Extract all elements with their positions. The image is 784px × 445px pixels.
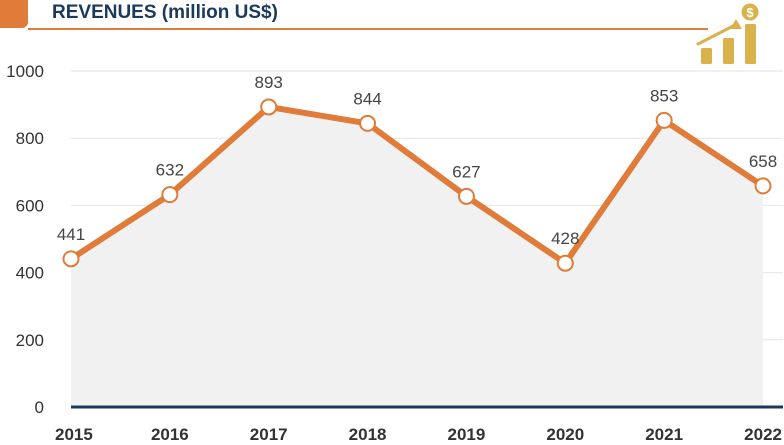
area-fill [71,106,763,408]
data-label: 627 [452,162,480,181]
header-underline [28,28,708,30]
data-label: 893 [255,73,283,92]
data-label: 844 [353,89,381,108]
data-point [457,187,475,205]
svg-text:$: $ [746,5,754,20]
x-tick-label: 2020 [546,425,584,444]
y-tick-label: 0 [35,398,44,417]
x-axis-ticks: 2015 2016 2017 2018 2019 2020 2021 2022 [55,425,782,444]
series-line-revenues [69,103,765,267]
revenue-growth-icon: $ [696,3,759,64]
data-label: 632 [156,161,184,180]
x-tick-label: 2018 [349,425,387,444]
data-label: 428 [551,229,579,248]
data-point [161,186,179,204]
data-points [62,98,772,272]
x-tick-label: 2021 [645,425,683,444]
x-tick-label: 2019 [448,425,486,444]
data-point [359,114,377,132]
x-tick-label: 2015 [55,425,93,444]
data-point [260,98,278,116]
data-label: 441 [57,225,85,244]
chart-title: REVENUES (million US$) [52,2,278,23]
x-tick-label: 2017 [250,425,288,444]
data-point [62,250,80,268]
x-tick-label: 2022 [744,425,782,444]
x-tick-label: 2016 [151,425,189,444]
y-axis-ticks: 0 200 400 600 800 1000 [6,62,44,417]
data-label: 658 [749,152,777,171]
y-tick-label: 200 [16,331,44,350]
y-tick-label: 1000 [6,62,44,81]
data-label: 853 [650,86,678,105]
data-labels: 441 632 893 844 627 428 853 658 [57,73,777,248]
data-point [754,177,772,195]
data-point [655,111,673,129]
y-tick-label: 600 [16,196,44,215]
data-point [556,254,574,272]
y-tick-label: 800 [16,129,44,148]
header-accent-bar [0,0,28,28]
y-tick-label: 400 [16,264,44,283]
